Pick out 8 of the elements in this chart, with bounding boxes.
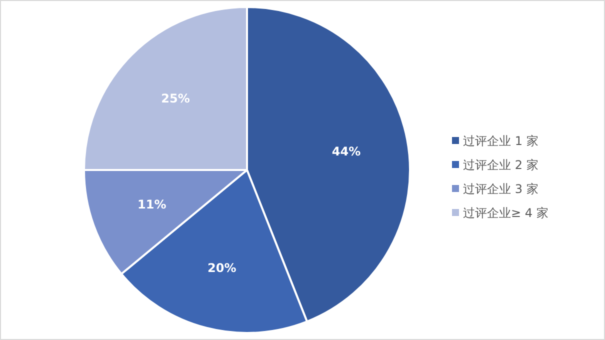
legend-label: 过评企业 3 家 — [463, 182, 538, 196]
data-label: 20% — [208, 261, 236, 276]
legend-label: 过评企业 1 家 — [463, 134, 538, 148]
data-label: 25% — [161, 92, 190, 106]
legend-label: 过评企业≥ 4 家 — [463, 206, 548, 220]
data-label: 11% — [138, 197, 166, 212]
legend-label: 过评企业 2 家 — [463, 158, 538, 172]
data-label: 44% — [332, 144, 361, 158]
